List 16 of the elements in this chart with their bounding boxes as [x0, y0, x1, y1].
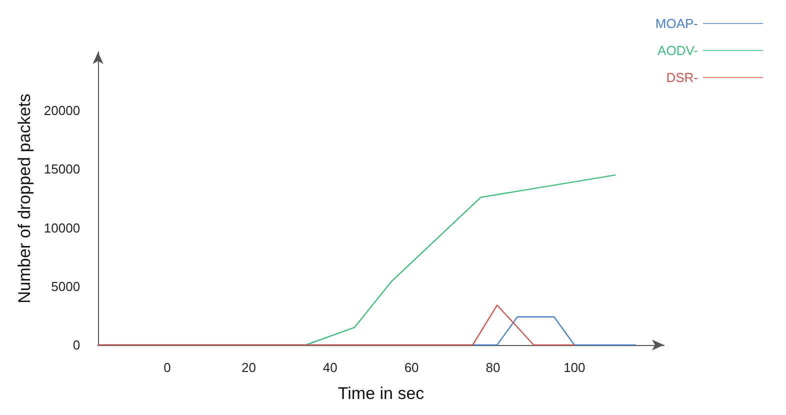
x-tick-label: 60: [404, 360, 419, 375]
y-axis-title: Number of dropped packets: [15, 94, 34, 304]
x-tick-label: 40: [322, 360, 338, 375]
y-tick-label: 20000: [44, 103, 80, 118]
x-tick-label: 100: [564, 360, 586, 375]
y-tick-label: 5000: [51, 278, 80, 294]
x-tick-label: 20: [241, 360, 256, 375]
legend-label: MOAP-: [655, 16, 698, 31]
y-tick-label: 10000: [44, 220, 80, 236]
y-tick-label: 0: [72, 338, 80, 352]
y-tick-label: 15000: [44, 162, 80, 177]
legend-label: DSR-: [666, 70, 698, 85]
x-tick-label: 0: [164, 360, 171, 375]
legend-label: AODV-: [658, 43, 698, 58]
x-tick-label: 80: [486, 360, 500, 375]
x-axis-title: Time in sec: [338, 384, 425, 403]
